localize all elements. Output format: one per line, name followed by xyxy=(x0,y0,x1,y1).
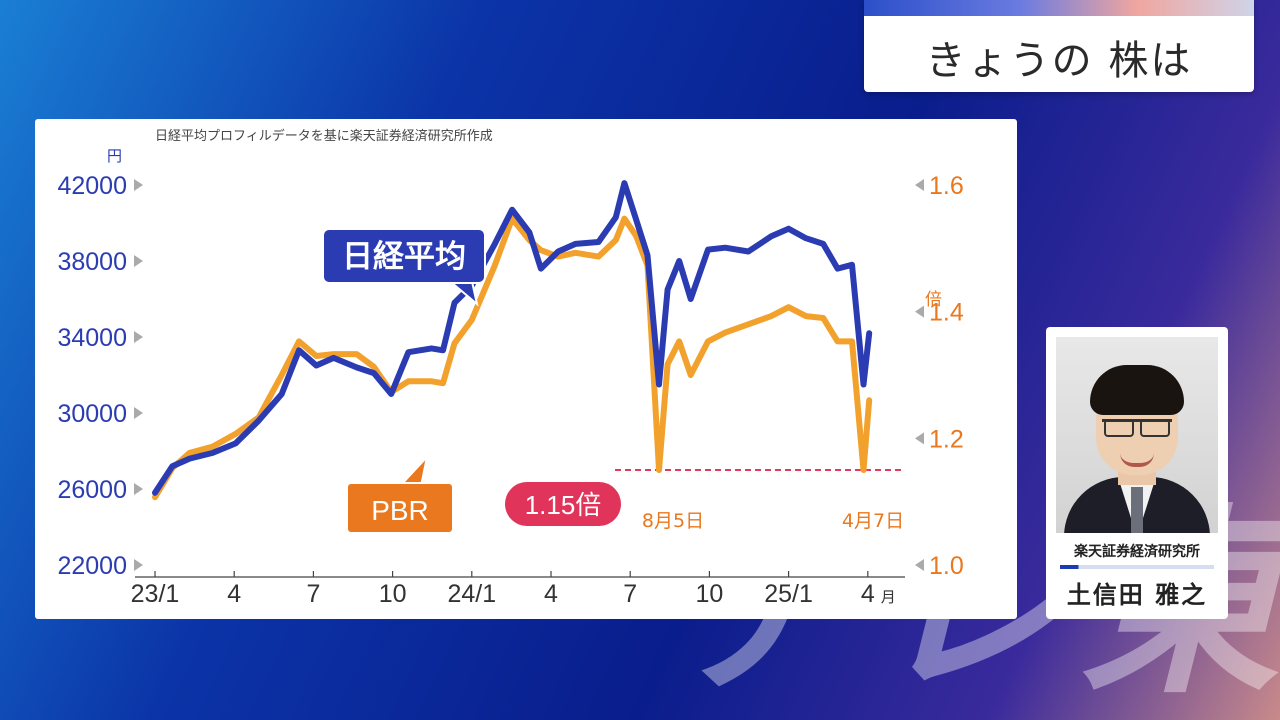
nikkei-pbr-chart: 日経平均プロフィルデータを基に楽天証券経済研究所作成 円 倍 42000 3800… xyxy=(57,128,964,608)
date-label-apr7: 4月7日 xyxy=(842,510,904,532)
left-tick-label: 30000 xyxy=(57,400,127,428)
left-tick-marker xyxy=(134,179,143,191)
x-tick-label: 10 xyxy=(379,580,407,608)
presenter-name: 土信田 雅之 xyxy=(1066,581,1208,609)
x-tick-suffix: 月 xyxy=(881,588,896,606)
x-tick-label: 4 xyxy=(544,580,558,608)
right-tick-label: 1.4 xyxy=(929,299,964,327)
chart-panel: 日経平均プロフィルデータを基に楽天証券経済研究所作成 円 倍 42000 3800… xyxy=(35,119,1017,619)
date-label-aug5: 8月5日 xyxy=(642,510,704,532)
left-tick-marker xyxy=(134,483,143,495)
left-tick-marker xyxy=(134,331,143,343)
x-tick-label: 23/1 xyxy=(131,580,180,608)
left-unit-label: 円 xyxy=(107,147,122,165)
presenter-affiliation: 楽天証券経済研究所 xyxy=(1074,544,1200,560)
x-tick-label: 10 xyxy=(695,580,723,608)
right-tick-label: 1.6 xyxy=(929,172,964,200)
pbr-series-line xyxy=(152,215,873,501)
left-tick-marker xyxy=(134,407,143,419)
right-unit-label: 倍 xyxy=(925,290,942,310)
value-badge: 1.15倍 xyxy=(505,482,621,526)
title-card: きょうの 株は xyxy=(864,0,1254,92)
left-tick-label: 26000 xyxy=(57,476,127,504)
value-badge-text: 1.15倍 xyxy=(525,490,602,520)
presenter-card: 楽天証券経済研究所 土信田 雅之 xyxy=(1046,327,1228,619)
right-tick-marker xyxy=(915,305,924,318)
right-tick-marker xyxy=(915,559,924,571)
left-tick-label: 22000 xyxy=(57,552,127,580)
nikkei-label: 日経平均 xyxy=(342,239,466,275)
source-note: 日経平均プロフィルデータを基に楽天証券経済研究所作成 xyxy=(155,128,493,143)
x-tick-label: 7 xyxy=(306,580,320,608)
left-tick-marker xyxy=(134,255,143,267)
page-title: きょうの 株は xyxy=(925,38,1193,84)
title-stripe xyxy=(864,0,1254,16)
x-tick-label: 25/1 xyxy=(764,580,813,608)
presenter-photo xyxy=(1056,337,1218,533)
affiliation-divider xyxy=(1060,565,1214,569)
right-tick-marker xyxy=(915,179,924,191)
right-tick-label: 1.0 xyxy=(929,552,964,580)
nikkei-callout: 日経平均 xyxy=(322,228,486,307)
x-tick-label: 4 xyxy=(227,580,241,608)
left-tick-label: 38000 xyxy=(57,248,127,276)
pbr-callout: PBR xyxy=(346,453,454,534)
x-tick-label: 24/1 xyxy=(447,580,496,608)
left-tick-marker xyxy=(134,559,143,571)
nikkei-series-line xyxy=(152,180,873,496)
x-tick-label: 4 xyxy=(861,580,875,608)
left-tick-label: 34000 xyxy=(57,324,127,352)
pbr-label: PBR xyxy=(371,495,429,526)
right-tick-marker xyxy=(915,432,924,445)
left-tick-label: 42000 xyxy=(57,172,127,200)
x-tick-label: 7 xyxy=(623,580,637,608)
right-tick-label: 1.2 xyxy=(929,425,964,453)
